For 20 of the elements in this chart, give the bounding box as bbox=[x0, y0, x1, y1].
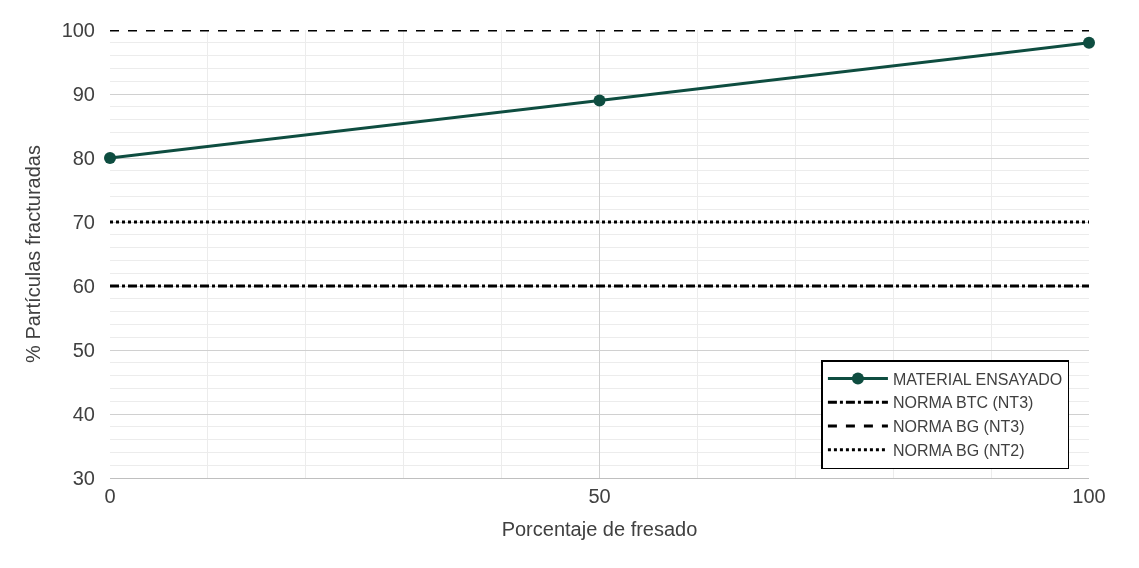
y-tick-label: 70 bbox=[72, 211, 95, 233]
x-tick-label: 0 bbox=[104, 485, 116, 507]
point bbox=[104, 152, 116, 164]
y-tick-label: 40 bbox=[72, 403, 95, 425]
y-tick-label: 90 bbox=[72, 83, 95, 105]
legend-label: NORMA BTC (NT3) bbox=[892, 394, 1034, 412]
y-tick-label: 30 bbox=[72, 467, 95, 489]
x-tick-label: 50 bbox=[588, 485, 611, 507]
point bbox=[593, 94, 606, 107]
legend-label: MATERIAL ENSAYADO bbox=[892, 370, 1063, 388]
y-axis-title: % Partículas fracturadas bbox=[22, 145, 45, 363]
y-tick-label: 60 bbox=[72, 275, 95, 297]
x-axis-title: Porcentaje de fresado bbox=[501, 517, 698, 540]
y-tick-label: 100 bbox=[61, 19, 95, 41]
legend-label: NORMA BG (NT3) bbox=[892, 418, 1025, 436]
x-tick-label: 100 bbox=[1072, 485, 1106, 507]
legend-label: NORMA BG (NT2) bbox=[892, 442, 1025, 460]
y-tick-label: 50 bbox=[72, 339, 95, 361]
point bbox=[1083, 36, 1095, 49]
y-tick-label: 80 bbox=[72, 147, 95, 169]
